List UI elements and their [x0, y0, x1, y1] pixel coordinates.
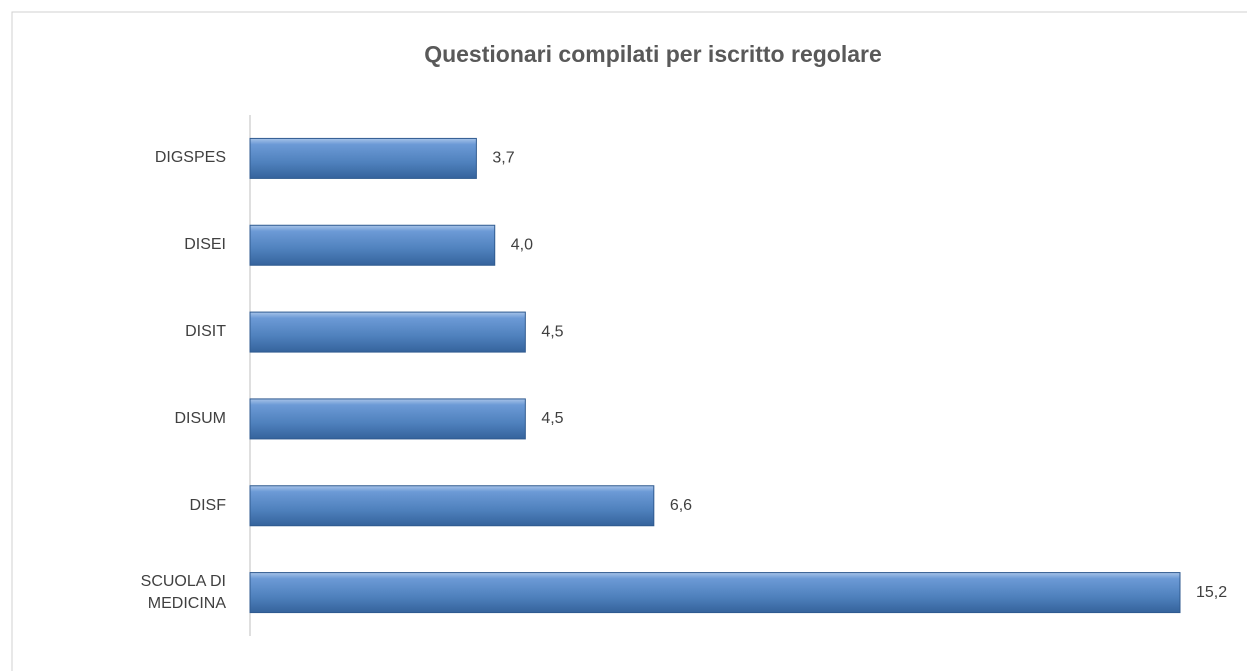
bar	[249, 311, 526, 353]
value-label: 4,5	[541, 323, 563, 340]
bar	[249, 137, 477, 179]
category-label: DISIT	[185, 323, 226, 341]
bar	[249, 572, 1181, 614]
chart-frame	[11, 11, 1247, 671]
value-label: 15,2	[1196, 584, 1227, 601]
value-label: 6,6	[670, 497, 692, 514]
bar	[249, 224, 496, 266]
bar	[249, 485, 655, 527]
category-label: DISEI	[184, 236, 226, 254]
chart-title: Questionari compilati per iscritto regol…	[424, 41, 882, 67]
value-label: 3,7	[492, 150, 514, 167]
category-label: DIGSPES	[154, 149, 226, 167]
value-label: 4,0	[511, 236, 533, 253]
category-label: DISF	[189, 496, 226, 514]
category-label: DISUM	[174, 409, 226, 427]
category-label: SCUOLA DI MEDICINA	[140, 572, 226, 612]
value-label: 4,5	[541, 410, 563, 427]
bar	[249, 398, 526, 440]
